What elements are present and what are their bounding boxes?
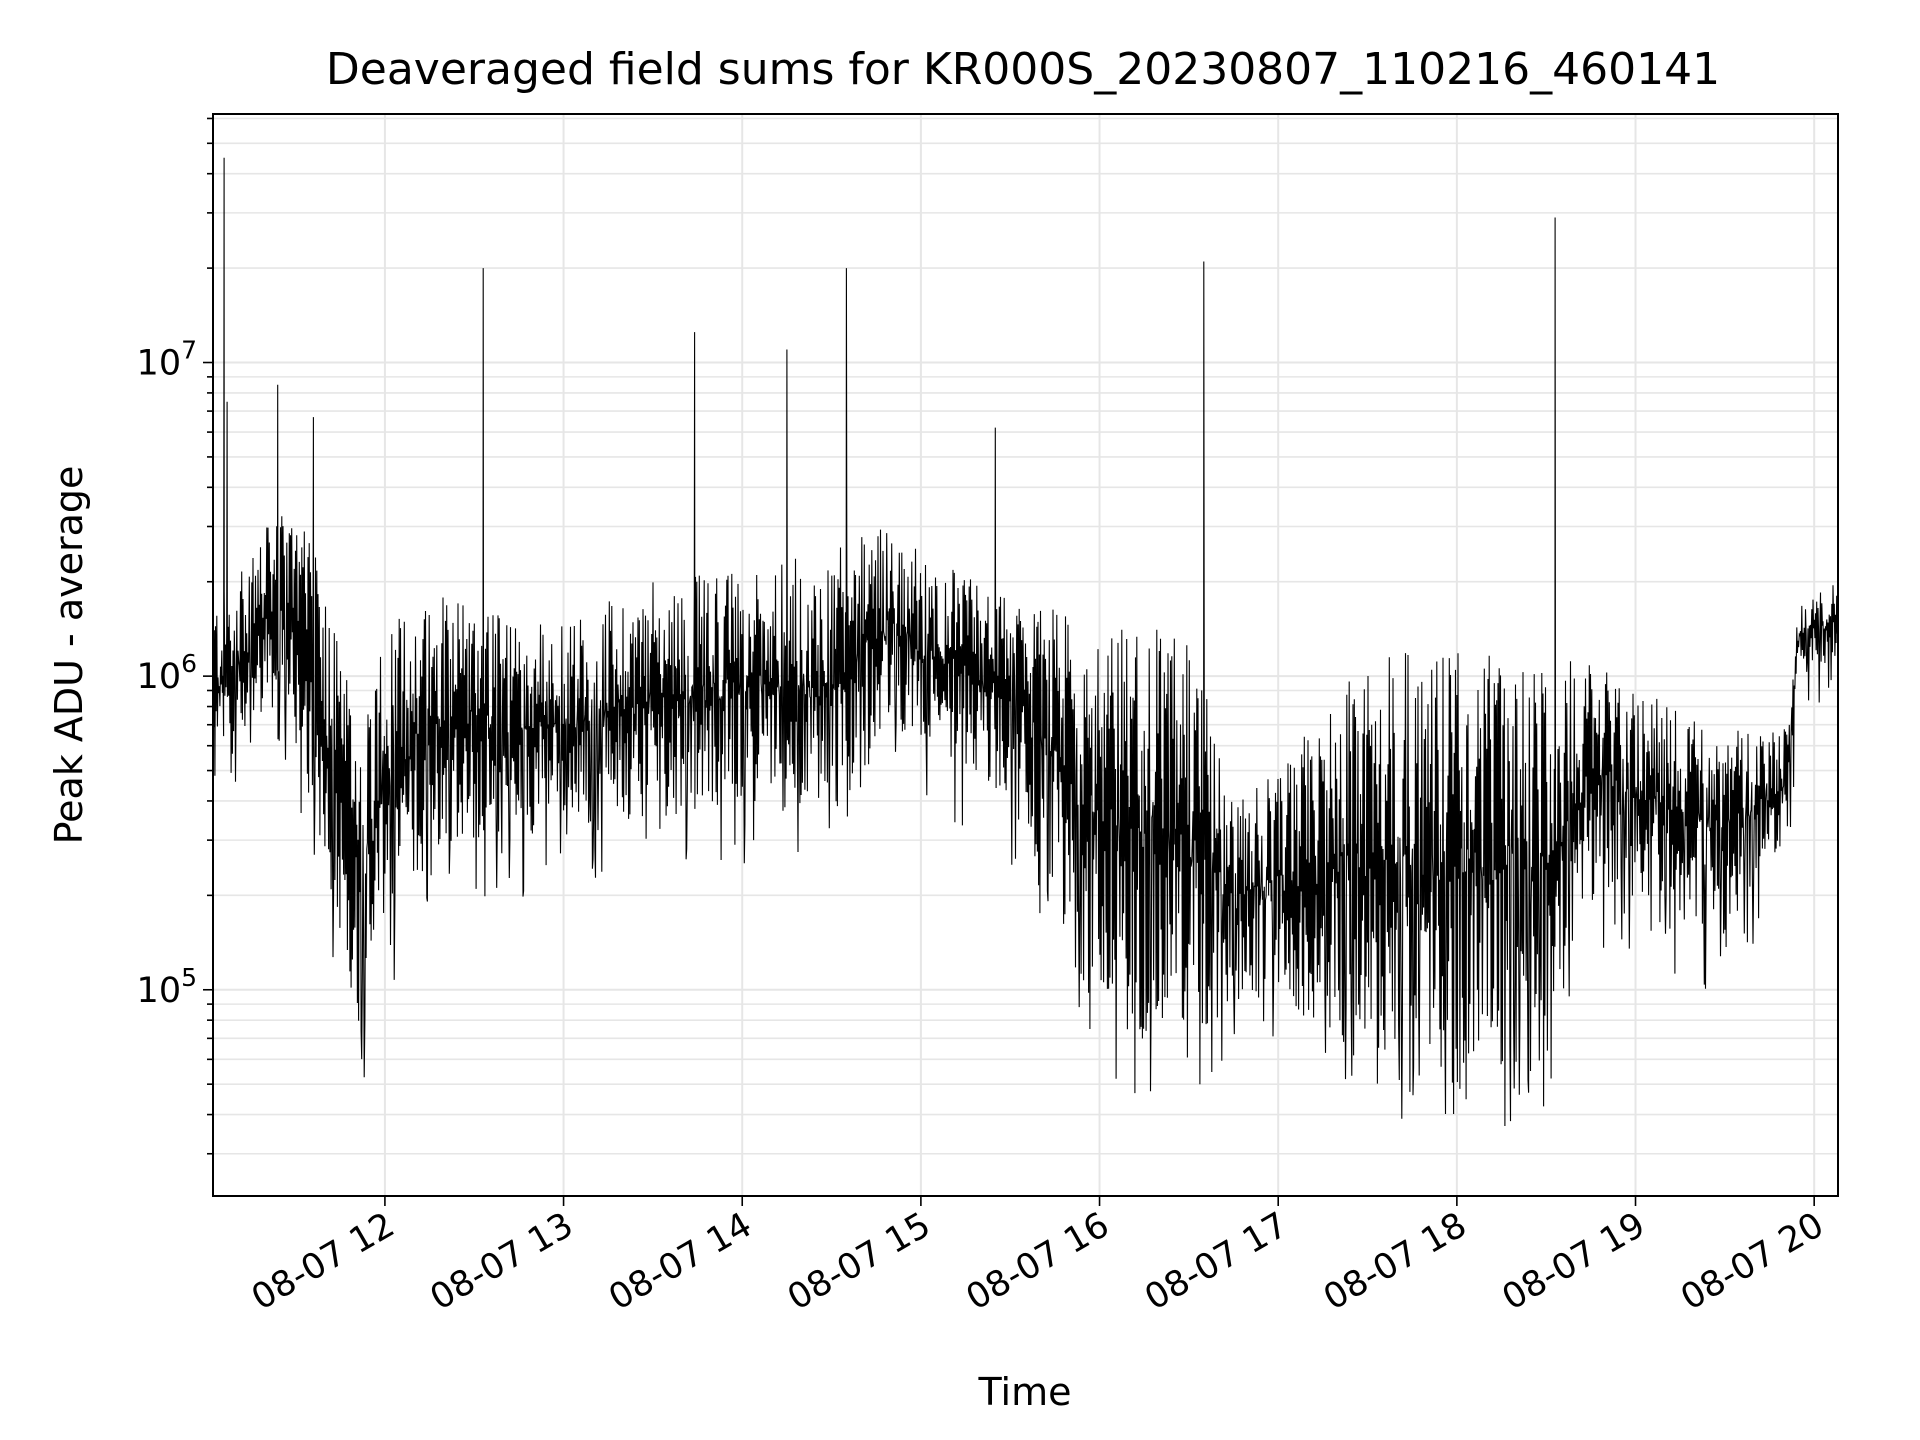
x-axis: 08-07 12 08-07 13 08-07 14 08-07 15 08-07 16…: [245, 1196, 1831, 1318]
x-tick-label: 08-07 18: [1317, 1205, 1473, 1318]
x-tick-label: 08-07 16: [960, 1205, 1116, 1318]
x-tick-label: 08-07 19: [1496, 1205, 1652, 1318]
x-tick-label: 08-07 12: [245, 1205, 401, 1318]
x-tick-label: 08-07 17: [1138, 1205, 1294, 1318]
x-tick-label: 08-07 13: [424, 1205, 580, 1318]
x-axis-label: Time: [978, 1370, 1072, 1414]
y-tick-base: 10: [137, 971, 182, 1011]
y-tick-label: 107: [137, 336, 197, 384]
y-tick-base: 10: [137, 344, 182, 384]
x-tick-label: 08-07 20: [1674, 1205, 1830, 1318]
chart-title: Deaveraged field sums for KR000S_2023080…: [326, 44, 1720, 95]
x-tick-label: 08-07 15: [781, 1205, 937, 1318]
y-tick-exponent: 7: [181, 336, 197, 365]
y-tick-label: 105: [137, 963, 197, 1011]
y-tick-exponent: 6: [181, 649, 197, 678]
series-line: [212, 157, 1839, 1127]
x-tick-label: 08-07 14: [602, 1205, 758, 1318]
y-axis-label: Peak ADU - average: [47, 466, 91, 845]
plot-frame: [212, 113, 1839, 1197]
y-tick-base: 10: [137, 657, 182, 697]
y-tick-exponent: 5: [181, 963, 197, 992]
y-tick-label: 106: [137, 649, 197, 697]
